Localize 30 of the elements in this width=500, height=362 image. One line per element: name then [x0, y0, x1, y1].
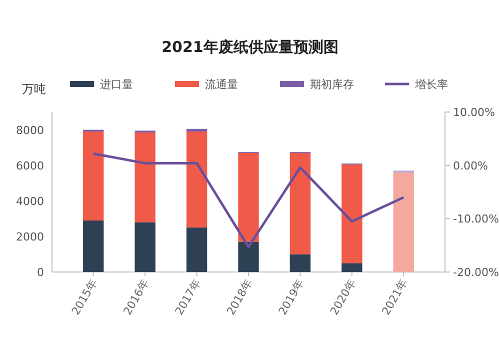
- chart-title: 2021年废纸供应量预测图: [162, 38, 338, 56]
- legend-label: 流通量: [205, 78, 238, 91]
- bar: [393, 172, 414, 272]
- y-tick-label: 8000: [16, 124, 44, 137]
- y2-tick-label: -10.00%: [453, 212, 499, 226]
- y-tick-label: 6000: [16, 159, 44, 172]
- legend-label: 进口量: [100, 78, 133, 91]
- bar: [186, 128, 208, 132]
- line-series: [92, 152, 405, 248]
- bar: [342, 263, 362, 272]
- legend-label: 增长率: [414, 78, 448, 91]
- y-tick-label: 0: [37, 266, 44, 279]
- bar: [238, 152, 259, 242]
- y-axis-title: 万吨: [22, 82, 46, 96]
- bar: [290, 254, 311, 272]
- bar: [134, 132, 156, 222]
- bar: [134, 222, 156, 272]
- y-tick-label: 2000: [16, 230, 44, 244]
- y-tick-label: 4000: [16, 194, 44, 208]
- y2-tick-label: -20.00%: [453, 266, 499, 279]
- bar: [83, 220, 104, 272]
- legend-label: 期初库存: [310, 78, 354, 91]
- bar: [238, 242, 259, 272]
- bar: [342, 164, 362, 264]
- y2-tick-label: 10.00%: [453, 106, 495, 119]
- y2-tick-label: 0.00%: [453, 159, 488, 172]
- bar: [290, 152, 311, 254]
- bar: [186, 228, 208, 272]
- bar: [186, 132, 208, 228]
- bar: [83, 132, 104, 220]
